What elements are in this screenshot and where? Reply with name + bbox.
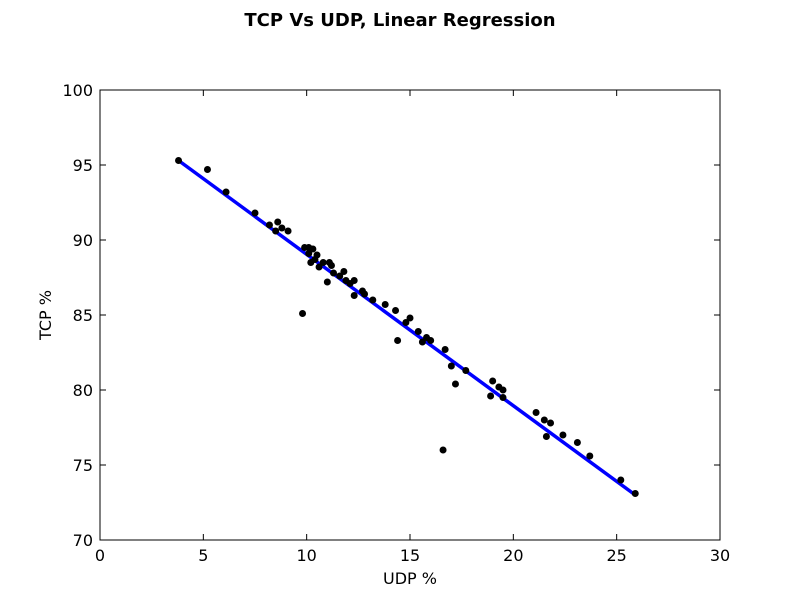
data-point [441,346,449,353]
data-point [369,296,377,304]
data-point [175,157,183,164]
data-point [547,419,555,427]
data-point [381,301,389,308]
data-point [394,337,402,344]
x-axis-label: UDP % [383,569,437,588]
data-point [559,431,567,439]
data-point [336,272,344,280]
data-point [278,224,286,232]
axis-ticks [99,89,721,541]
data-point [309,245,317,253]
data-point [350,292,358,299]
data-point [586,452,594,460]
x-tick-label: 0 [95,546,105,565]
y-tick-label: 80 [73,381,93,400]
data-point [406,314,414,322]
data-point [350,277,358,284]
data-points [175,157,639,497]
x-tick-label: 15 [400,546,420,565]
y-tick-label: 70 [73,531,93,550]
data-point [251,209,259,217]
data-point [222,188,230,196]
data-point [323,278,331,286]
x-tick-label: 30 [710,546,730,565]
y-tick-label: 90 [73,231,93,250]
data-point [489,377,497,385]
data-point [402,319,410,326]
y-tick-label: 100 [62,81,93,100]
data-point [392,307,400,314]
data-point [315,263,323,271]
data-point [265,221,273,229]
data-point [284,227,292,235]
x-tick-label: 5 [198,546,208,565]
x-tick-label: 20 [503,546,523,565]
data-point [487,392,495,400]
data-point [427,337,435,344]
data-point [414,328,422,335]
data-point [540,416,548,424]
data-point [313,251,321,259]
data-point [499,394,507,401]
data-point [327,262,335,269]
y-tick-label: 85 [73,306,93,325]
x-tick-label: 25 [606,546,626,565]
data-point [203,166,211,173]
data-point [617,476,625,484]
data-point [274,218,282,226]
data-point [330,269,338,277]
data-point [451,380,459,388]
data-point [272,227,280,235]
data-point [462,367,470,374]
data-point [418,338,426,346]
data-point [299,310,307,317]
data-point [439,446,447,454]
y-tick-label: 95 [73,156,93,175]
data-point [340,268,348,275]
data-point [361,290,369,298]
x-tick-label: 10 [296,546,316,565]
y-tick-label: 75 [73,456,93,475]
data-point [573,439,581,446]
axis-tick-labels: 0 5 10 15 20 25 30 70 75 80 85 90 95 100 [62,81,730,565]
data-point [319,259,327,266]
data-point [305,250,313,257]
y-axis-label: TCP % [36,290,55,341]
chart-title: TCP Vs UDP, Linear Regression [244,10,555,31]
data-point [447,362,455,370]
data-point [532,409,540,416]
data-point [542,433,550,440]
data-point [631,490,639,497]
data-point [499,386,507,394]
